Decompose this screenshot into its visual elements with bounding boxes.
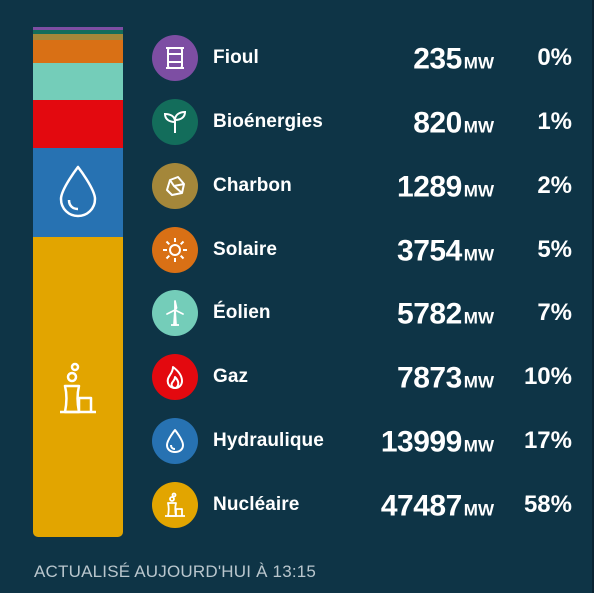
power-value: 1289 bbox=[397, 170, 462, 204]
update-timestamp: ACTUALISÉ AUJOURD'HUI À 13:15 bbox=[34, 562, 317, 581]
source-power: 3754 MW bbox=[397, 235, 494, 269]
source-power: 820 MW bbox=[413, 107, 494, 141]
bar-segment-sprout bbox=[33, 29, 123, 34]
source-power: 5782 MW bbox=[397, 298, 494, 332]
power-value: 5782 bbox=[397, 297, 462, 331]
source-row: Fioul 235 MW 0% bbox=[152, 35, 572, 81]
power-unit: MW bbox=[463, 500, 494, 520]
source-percent: 7% bbox=[537, 299, 572, 326]
source-percent: 1% bbox=[537, 108, 572, 135]
source-percent: 0% bbox=[537, 44, 572, 71]
power-unit: MW bbox=[463, 308, 494, 328]
power-value: 235 bbox=[413, 42, 462, 76]
source-power: 7873 MW bbox=[397, 362, 494, 396]
bar-segment-sun bbox=[33, 39, 123, 63]
flame-icon bbox=[152, 354, 198, 400]
source-row: Charbon 1289 MW 2% bbox=[152, 163, 572, 209]
power-unit: MW bbox=[463, 372, 494, 392]
power-value: 3754 bbox=[397, 234, 462, 268]
sun-icon bbox=[152, 227, 198, 273]
stacked-mix-bar bbox=[33, 27, 123, 537]
source-percent: 58% bbox=[523, 491, 572, 518]
source-name: Solaire bbox=[213, 239, 278, 260]
source-name: Éolien bbox=[213, 302, 271, 323]
wind-turbine-icon bbox=[152, 290, 198, 336]
source-power: 235 MW bbox=[413, 43, 494, 77]
power-unit: MW bbox=[463, 245, 494, 265]
source-power: 47487 MW bbox=[381, 490, 494, 524]
bar-segment-water-drop bbox=[33, 148, 123, 237]
nuclear-plant-icon bbox=[56, 358, 100, 416]
source-row: Éolien 5782 MW 7% bbox=[152, 290, 572, 336]
source-row: Hydraulique 13999 MW 17% bbox=[152, 418, 572, 464]
bar-segment-nuclear-plant bbox=[33, 236, 123, 537]
source-percent: 2% bbox=[537, 172, 572, 199]
sprout-icon bbox=[152, 99, 198, 145]
water-drop-icon bbox=[56, 163, 100, 221]
power-value: 820 bbox=[413, 106, 462, 140]
source-power: 13999 MW bbox=[381, 426, 494, 460]
power-unit: MW bbox=[463, 117, 494, 137]
source-name: Bioénergies bbox=[213, 111, 323, 132]
oil-barrel-icon bbox=[152, 35, 198, 81]
source-name: Fioul bbox=[213, 47, 259, 68]
source-percent: 5% bbox=[537, 236, 572, 263]
source-name: Hydraulique bbox=[213, 430, 324, 451]
source-percent: 10% bbox=[523, 363, 572, 390]
source-row: Solaire 3754 MW 5% bbox=[152, 227, 572, 273]
power-unit: MW bbox=[463, 436, 494, 456]
source-name: Charbon bbox=[213, 175, 292, 196]
source-name: Nucléaire bbox=[213, 494, 300, 515]
power-value: 47487 bbox=[380, 489, 462, 523]
power-value: 13999 bbox=[380, 425, 462, 459]
water-drop-icon bbox=[152, 418, 198, 464]
bar-segment-coal bbox=[33, 33, 123, 40]
source-power: 1289 MW bbox=[397, 171, 494, 205]
bar-segment-flame bbox=[33, 99, 123, 149]
nuclear-plant-icon bbox=[152, 482, 198, 528]
source-row: Nucléaire 47487 MW 58% bbox=[152, 482, 572, 528]
power-unit: MW bbox=[463, 53, 494, 73]
source-percent: 17% bbox=[523, 427, 572, 454]
source-name: Gaz bbox=[213, 366, 249, 387]
power-value: 7873 bbox=[397, 361, 462, 395]
bar-segment-wind-turbine bbox=[33, 62, 123, 100]
coal-icon bbox=[152, 163, 198, 209]
power-unit: MW bbox=[463, 181, 494, 201]
source-row: Bioénergies 820 MW 1% bbox=[152, 99, 572, 145]
source-row: Gaz 7873 MW 10% bbox=[152, 354, 572, 400]
bar-segment-oil-barrel bbox=[33, 27, 123, 30]
